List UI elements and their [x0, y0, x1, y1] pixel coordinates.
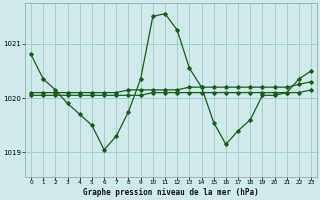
X-axis label: Graphe pression niveau de la mer (hPa): Graphe pression niveau de la mer (hPa): [83, 188, 259, 197]
